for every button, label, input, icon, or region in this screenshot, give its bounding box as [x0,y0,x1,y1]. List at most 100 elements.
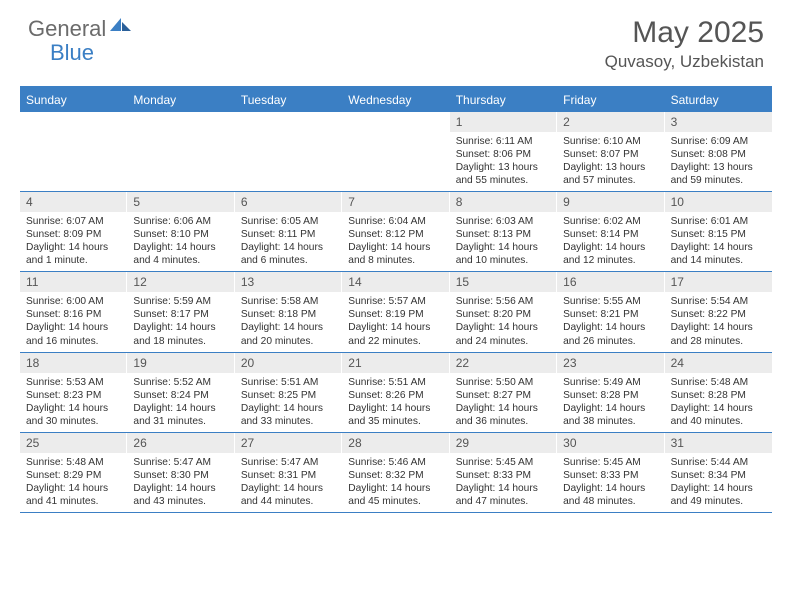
day-number: 1 [450,112,557,132]
calendar-cell: 29Sunrise: 5:45 AMSunset: 8:33 PMDayligh… [450,433,557,512]
day-number: 25 [20,433,127,453]
logo: General Blue [28,16,132,42]
sunrise-text: Sunrise: 6:00 AM [26,295,121,308]
day-header: Saturday [665,88,772,112]
sunrise-text: Sunrise: 6:02 AM [563,215,658,228]
calendar-cell: 6Sunrise: 6:05 AMSunset: 8:11 PMDaylight… [235,192,342,271]
sunrise-text: Sunrise: 5:44 AM [671,456,766,469]
calendar-cell: 22Sunrise: 5:50 AMSunset: 8:27 PMDayligh… [450,353,557,432]
daylight-text: Daylight: 14 hours and 47 minutes. [456,482,551,508]
daylight-text: Daylight: 14 hours and 28 minutes. [671,321,766,347]
calendar-cell: 2Sunrise: 6:10 AMSunset: 8:07 PMDaylight… [557,112,664,191]
daylight-text: Daylight: 14 hours and 16 minutes. [26,321,121,347]
sunrise-text: Sunrise: 5:46 AM [348,456,443,469]
day-number: 24 [665,353,772,373]
day-info: Sunrise: 6:02 AMSunset: 8:14 PMDaylight:… [557,212,664,267]
calendar-cell: 3Sunrise: 6:09 AMSunset: 8:08 PMDaylight… [665,112,772,191]
daylight-text: Daylight: 14 hours and 24 minutes. [456,321,551,347]
calendar-cell: 9Sunrise: 6:02 AMSunset: 8:14 PMDaylight… [557,192,664,271]
sunset-text: Sunset: 8:16 PM [26,308,121,321]
sunset-text: Sunset: 8:13 PM [456,228,551,241]
day-number: 8 [450,192,557,212]
sunrise-text: Sunrise: 5:54 AM [671,295,766,308]
calendar-cell: 31Sunrise: 5:44 AMSunset: 8:34 PMDayligh… [665,433,772,512]
day-info: Sunrise: 5:56 AMSunset: 8:20 PMDaylight:… [450,292,557,347]
sunset-text: Sunset: 8:08 PM [671,148,766,161]
calendar-cell [127,112,234,191]
day-info: Sunrise: 6:07 AMSunset: 8:09 PMDaylight:… [20,212,127,267]
sunrise-text: Sunrise: 6:10 AM [563,135,658,148]
calendar-cell: 28Sunrise: 5:46 AMSunset: 8:32 PMDayligh… [342,433,449,512]
day-info: Sunrise: 5:58 AMSunset: 8:18 PMDaylight:… [235,292,342,347]
day-info: Sunrise: 5:46 AMSunset: 8:32 PMDaylight:… [342,453,449,508]
sunrise-text: Sunrise: 6:11 AM [456,135,551,148]
day-number: 23 [557,353,664,373]
day-number: 9 [557,192,664,212]
sunrise-text: Sunrise: 5:51 AM [241,376,336,389]
sunset-text: Sunset: 8:07 PM [563,148,658,161]
sunset-text: Sunset: 8:33 PM [456,469,551,482]
calendar-cell: 13Sunrise: 5:58 AMSunset: 8:18 PMDayligh… [235,272,342,351]
day-header: Tuesday [235,88,342,112]
daylight-text: Daylight: 14 hours and 14 minutes. [671,241,766,267]
sunset-text: Sunset: 8:29 PM [26,469,121,482]
day-number: 27 [235,433,342,453]
day-number: 6 [235,192,342,212]
sunrise-text: Sunrise: 6:03 AM [456,215,551,228]
daylight-text: Daylight: 14 hours and 12 minutes. [563,241,658,267]
sunrise-text: Sunrise: 5:59 AM [133,295,228,308]
location-label: Quvasoy, Uzbekistan [605,52,764,72]
calendar-cell: 21Sunrise: 5:51 AMSunset: 8:26 PMDayligh… [342,353,449,432]
calendar-cell: 20Sunrise: 5:51 AMSunset: 8:25 PMDayligh… [235,353,342,432]
calendar-cell: 15Sunrise: 5:56 AMSunset: 8:20 PMDayligh… [450,272,557,351]
day-header: Sunday [20,88,127,112]
day-info: Sunrise: 5:45 AMSunset: 8:33 PMDaylight:… [557,453,664,508]
daylight-text: Daylight: 14 hours and 26 minutes. [563,321,658,347]
sunrise-text: Sunrise: 5:58 AM [241,295,336,308]
day-info: Sunrise: 5:48 AMSunset: 8:29 PMDaylight:… [20,453,127,508]
calendar-cell: 4Sunrise: 6:07 AMSunset: 8:09 PMDaylight… [20,192,127,271]
calendar-cell [342,112,449,191]
calendar-cell: 1Sunrise: 6:11 AMSunset: 8:06 PMDaylight… [450,112,557,191]
day-info: Sunrise: 5:47 AMSunset: 8:31 PMDaylight:… [235,453,342,508]
daylight-text: Daylight: 14 hours and 38 minutes. [563,402,658,428]
sunrise-text: Sunrise: 5:47 AM [133,456,228,469]
day-info: Sunrise: 5:45 AMSunset: 8:33 PMDaylight:… [450,453,557,508]
daylight-text: Daylight: 14 hours and 30 minutes. [26,402,121,428]
calendar-cell: 10Sunrise: 6:01 AMSunset: 8:15 PMDayligh… [665,192,772,271]
daylight-text: Daylight: 14 hours and 43 minutes. [133,482,228,508]
day-number: 20 [235,353,342,373]
sunset-text: Sunset: 8:22 PM [671,308,766,321]
calendar: Sunday Monday Tuesday Wednesday Thursday… [20,86,772,513]
day-number: 31 [665,433,772,453]
day-info: Sunrise: 5:51 AMSunset: 8:26 PMDaylight:… [342,373,449,428]
day-header: Wednesday [342,88,449,112]
calendar-week: 4Sunrise: 6:07 AMSunset: 8:09 PMDaylight… [20,192,772,272]
day-info: Sunrise: 6:03 AMSunset: 8:13 PMDaylight:… [450,212,557,267]
sunrise-text: Sunrise: 6:05 AM [241,215,336,228]
sunrise-text: Sunrise: 5:52 AM [133,376,228,389]
day-header: Monday [127,88,234,112]
day-info: Sunrise: 6:01 AMSunset: 8:15 PMDaylight:… [665,212,772,267]
page-header: General Blue May 2025 Quvasoy, Uzbekista… [0,0,792,80]
calendar-cell [235,112,342,191]
day-info: Sunrise: 5:55 AMSunset: 8:21 PMDaylight:… [557,292,664,347]
day-number: 7 [342,192,449,212]
sunset-text: Sunset: 8:28 PM [671,389,766,402]
sunrise-text: Sunrise: 5:49 AM [563,376,658,389]
day-number: 3 [665,112,772,132]
day-number: 22 [450,353,557,373]
day-header: Friday [557,88,664,112]
sunrise-text: Sunrise: 5:57 AM [348,295,443,308]
day-number: 12 [127,272,234,292]
day-number: 19 [127,353,234,373]
sunrise-text: Sunrise: 5:45 AM [563,456,658,469]
sunset-text: Sunset: 8:14 PM [563,228,658,241]
daylight-text: Daylight: 14 hours and 8 minutes. [348,241,443,267]
day-info: Sunrise: 5:50 AMSunset: 8:27 PMDaylight:… [450,373,557,428]
day-info: Sunrise: 5:57 AMSunset: 8:19 PMDaylight:… [342,292,449,347]
calendar-cell: 25Sunrise: 5:48 AMSunset: 8:29 PMDayligh… [20,433,127,512]
sunrise-text: Sunrise: 6:07 AM [26,215,121,228]
day-info: Sunrise: 6:10 AMSunset: 8:07 PMDaylight:… [557,132,664,187]
sunset-text: Sunset: 8:28 PM [563,389,658,402]
